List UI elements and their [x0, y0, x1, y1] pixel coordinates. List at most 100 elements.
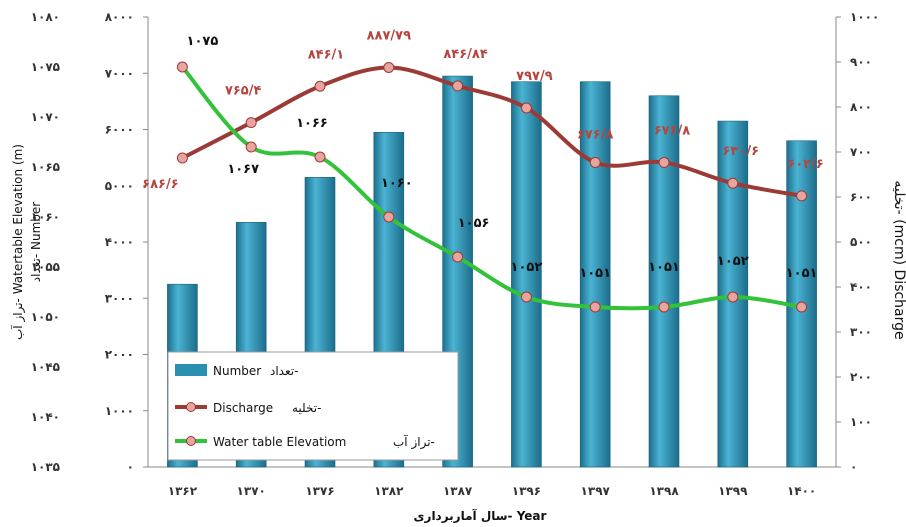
watertable-line: [180, 65, 802, 311]
x-tick-3: ۱۳۸۲: [374, 484, 404, 498]
discharge-label-3: ۸۸۷/۷۹: [367, 28, 411, 43]
discharge-point-5: [520, 102, 532, 114]
left-inner-tick-8: ۸۰۰۰: [105, 10, 134, 24]
x-tick-0: ۱۳۶۲: [168, 484, 198, 498]
legend-watertable-farsi: تراز آب-: [393, 434, 435, 450]
right-axis-label: تخلیه- (mcm) Discharge: [891, 180, 906, 339]
x-tick-2: ۱۳۷۶: [305, 484, 334, 498]
watertable-label-5: ۱۰۵۲: [511, 260, 543, 275]
legend-number-swatch: [175, 364, 207, 376]
discharge-point-2: [314, 80, 326, 92]
discharge-point-3: [383, 61, 395, 73]
discharge-point-1: [245, 117, 257, 129]
watertable-label-7: ۱۰۵۱: [648, 260, 680, 275]
left-inner-tick-0: ۰: [127, 460, 134, 474]
left-inner-tick-2: ۲۰۰۰: [105, 348, 134, 362]
watertable-label-1: ۱۰۶۷: [227, 162, 259, 177]
legend: Number تعداد- Discharge تخلیه- Water tab…: [167, 351, 459, 461]
right-tick-6: ۶۰۰: [850, 190, 872, 204]
discharge-label-1: ۷۶۵/۴: [225, 84, 262, 99]
bar-6: [579, 81, 611, 468]
left-outer-tick-8: ۱۰۷۵: [31, 60, 60, 74]
x-tick-1: ۱۳۷۰: [237, 484, 266, 498]
discharge-label-4: ۸۴۶/۸۴: [443, 47, 487, 62]
right-tick-5: ۵۰۰: [850, 235, 872, 249]
discharge-point-0: [176, 152, 188, 164]
left-outer-tick-1: ۱۰۴۰: [31, 410, 60, 424]
discharge-label-7: ۶۷۶/۸: [654, 123, 691, 138]
left-inner-tick-5: ۵۰۰۰: [105, 179, 134, 193]
legend-number-latin: Number: [213, 364, 261, 378]
left-inner-tick-7: ۷۰۰۰: [105, 66, 134, 80]
discharge-label-2: ۸۴۶/۱: [308, 47, 345, 62]
left-inner-axis-label: تعداد- Number: [29, 202, 43, 283]
watertable-point-5: [520, 291, 532, 303]
legend-number-farsi: تعداد-: [270, 364, 298, 378]
watertable-label-4: ۱۰۵۶: [458, 216, 490, 231]
left-outer-tick-5: ۱۰۶۰: [31, 210, 60, 224]
bar-5: [511, 81, 542, 468]
left-outer-ticks: ۱۰۳۵ ۱۰۴۰ ۱۰۴۵ ۱۰۵۰ ۱۰۵۵ ۱۰۶۰ ۱۰۶۵ ۱۰۷۰ ۱۰۷۵ ۱۰۸۰: [31, 10, 60, 474]
left-inner-tick-4: ۴۰۰۰: [105, 235, 134, 249]
left-inner-ticks: ۰ ۱۰۰۰ ۲۰۰۰ ۳۰۰۰ ۴۰۰۰ ۵۰۰۰ ۶۰۰۰ ۷۰۰۰ ۸۰۰۰: [105, 10, 148, 474]
legend-watertable-latin: Water table Elevatiom: [213, 435, 346, 449]
right-tick-7: ۷۰۰: [850, 145, 872, 159]
legend-discharge-farsi: تخلیه-: [292, 401, 321, 415]
right-tick-0: ۰: [850, 460, 857, 474]
watertable-point-6: [589, 301, 601, 313]
discharge-label-9: ۶۰۲/۶: [787, 157, 824, 172]
discharge-label-6: ۶۷۶/۸: [577, 127, 614, 142]
line-series: [176, 61, 808, 313]
left-outer-tick-3: ۱۰۵۰: [31, 310, 60, 324]
legend-watertable-marker: [186, 436, 196, 446]
x-tick-4: ۱۳۸۷: [443, 484, 473, 498]
x-tick-5: ۱۳۹۶: [512, 484, 541, 498]
left-outer-tick-6: ۱۰۶۵: [31, 160, 60, 174]
discharge-point-4: [452, 80, 464, 92]
discharge-point-7: [658, 156, 670, 168]
discharge-point-8: [727, 177, 739, 189]
legend-discharge-latin: Discharge: [213, 401, 273, 415]
right-tick-2: ۲۰۰: [850, 370, 872, 384]
left-outer-tick-0: ۱۰۳۵: [31, 460, 60, 474]
watertable-label-6: ۱۰۵۱: [579, 266, 611, 281]
right-tick-3: ۳۰۰: [850, 325, 872, 339]
bar-7: [648, 95, 680, 468]
x-tick-9: ۱۴۰۰: [787, 484, 816, 498]
left-outer-tick-4: ۱۰۵۵: [31, 260, 60, 274]
x-tick-8: ۱۳۹۹: [718, 484, 748, 498]
right-tick-10: ۱۰۰۰: [850, 10, 879, 24]
watertable-point-0: [176, 61, 188, 73]
watertable-label-2: ۱۰۶۶: [296, 116, 328, 131]
right-tick-4: ۴۰۰: [850, 280, 872, 294]
discharge-label-0: ۶۸۶/۶: [142, 177, 179, 192]
legend-discharge-marker: [186, 402, 196, 412]
x-axis-ticks: ۱۳۶۲ ۱۳۷۰ ۱۳۷۶ ۱۳۸۲ ۱۳۸۷ ۱۳۹۶ ۱۳۹۷ ۱۳۹۸ ۱۳۹۹ ۱۴۰۰: [168, 484, 816, 498]
watertable-point-2: [314, 151, 326, 163]
right-tick-8: ۸۰۰: [850, 100, 872, 114]
right-tick-1: ۱۰۰: [850, 415, 872, 429]
watertable-label-8: ۱۰۵۲: [717, 254, 749, 269]
left-inner-tick-6: ۶۰۰۰: [105, 123, 134, 137]
discharge-line: [181, 65, 802, 198]
left-inner-tick-1: ۱۰۰۰: [105, 404, 134, 418]
watertable-point-3: [383, 211, 395, 223]
data-labels: ۶۸۶/۶ ۷۶۵/۴ ۸۴۶/۱ ۸۸۷/۷۹ ۸۴۶/۸۴ ۷۹۷/۹ ۶۷۶/۸ ۶۷۶…: [142, 28, 824, 281]
x-tick-6: ۱۳۹۷: [581, 484, 611, 498]
watertable-point-7: [658, 301, 670, 313]
left-inner-tick-3: ۳۰۰۰: [105, 291, 134, 305]
right-axis-ticks: ۰ ۱۰۰ ۲۰۰ ۳۰۰ ۴۰۰ ۵۰۰ ۶۰۰ ۷۰۰ ۸۰۰ ۹۰۰ ۱۰۰۰: [836, 10, 879, 474]
x-axis-label: سال آماربرداری- Year: [414, 508, 547, 523]
watertable-point-1: [245, 141, 257, 153]
left-outer-tick-9: ۱۰۸۰: [31, 10, 60, 24]
watertable-point-8: [727, 291, 739, 303]
watertable-point-4: [452, 251, 464, 263]
watertable-label-3: ۱۰۶۰: [381, 176, 413, 191]
discharge-label-5: ۷۹۷/۹: [516, 69, 553, 84]
x-tick-7: ۱۳۹۸: [649, 484, 679, 498]
left-outer-tick-7: ۱۰۷۰: [31, 110, 60, 124]
watertable-point-9: [796, 301, 808, 313]
left-outer-tick-2: ۱۰۴۵: [31, 360, 60, 374]
discharge-point-6: [589, 156, 601, 168]
